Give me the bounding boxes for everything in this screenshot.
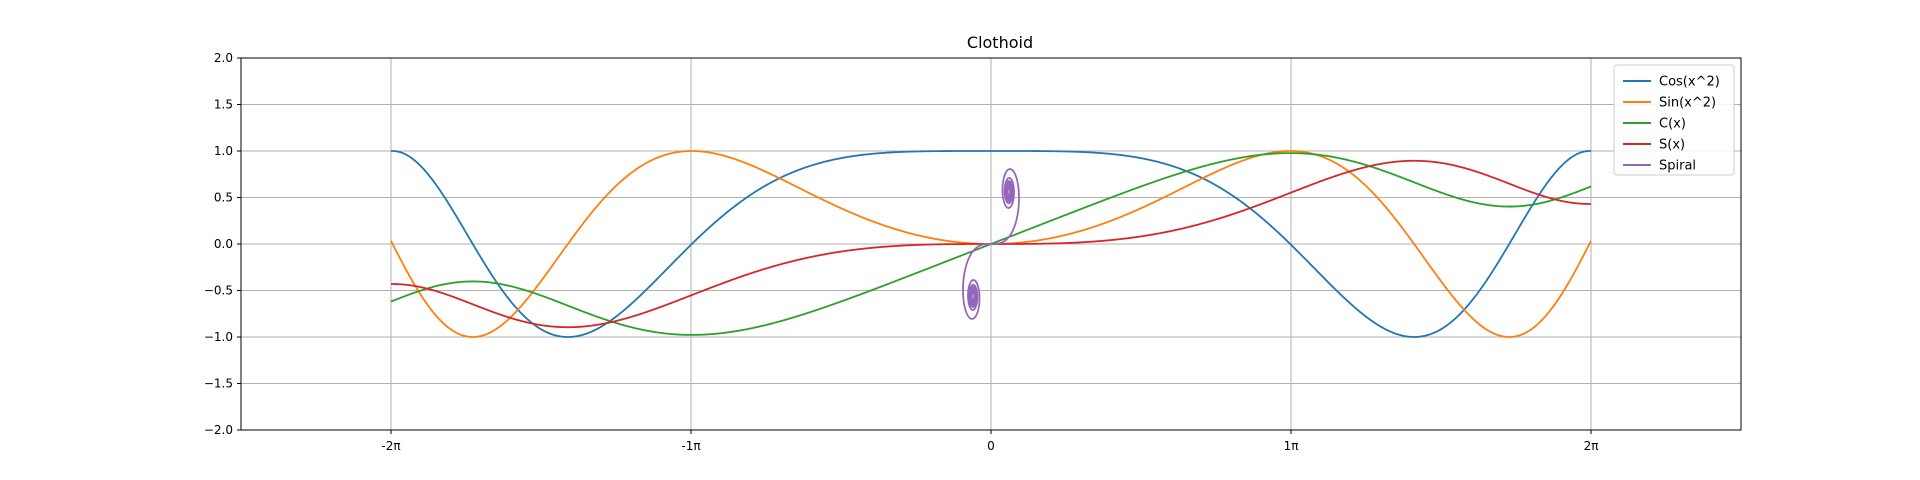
series-layer bbox=[390, 150, 1592, 338]
series-line-0 bbox=[390, 150, 1592, 338]
y-tick-label: −1.5 bbox=[204, 377, 233, 391]
legend: Cos(x^2) Sin(x^2) C(x) S(x) Spiral bbox=[1613, 64, 1735, 176]
legend-label-1: Sin(x^2) bbox=[1659, 96, 1716, 111]
legend-label-0: Cos(x^2) bbox=[1659, 75, 1720, 90]
y-tick-label: 1.0 bbox=[214, 144, 233, 158]
x-tick-label: 2π bbox=[1584, 439, 1599, 453]
x-tick-label: 0 bbox=[987, 439, 995, 453]
x-tick-label: 1π bbox=[1284, 439, 1299, 453]
series-line-4 bbox=[962, 168, 1020, 320]
legend-label-2: C(x) bbox=[1659, 117, 1686, 132]
chart-title: Clothoid bbox=[967, 33, 1033, 52]
legend-label-3: S(x) bbox=[1659, 138, 1685, 153]
x-tick-label: -1π bbox=[681, 439, 700, 453]
y-tick-label: 1.5 bbox=[214, 98, 233, 112]
y-tick-label: 0.0 bbox=[214, 237, 233, 251]
axis-ticks: -2π -1π 0 1π 2π 2.0 1.5 1.0 0.5 0.0 −0.5 −1.0 −1.5 −2… bbox=[204, 51, 1599, 453]
legend-label-4: Spiral bbox=[1659, 159, 1696, 174]
y-tick-label: −2.0 bbox=[204, 423, 233, 437]
y-tick-label: 0.5 bbox=[214, 191, 233, 205]
x-tick-label: -2π bbox=[381, 439, 400, 453]
y-tick-label: −1.0 bbox=[204, 330, 233, 344]
legend-box bbox=[1613, 64, 1735, 176]
y-tick-label: 2.0 bbox=[214, 51, 233, 65]
y-tick-label: −0.5 bbox=[204, 284, 233, 298]
